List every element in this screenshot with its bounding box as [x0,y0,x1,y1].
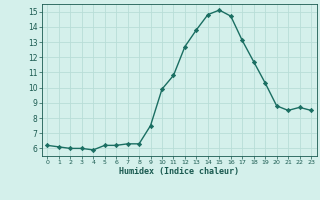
X-axis label: Humidex (Indice chaleur): Humidex (Indice chaleur) [119,167,239,176]
